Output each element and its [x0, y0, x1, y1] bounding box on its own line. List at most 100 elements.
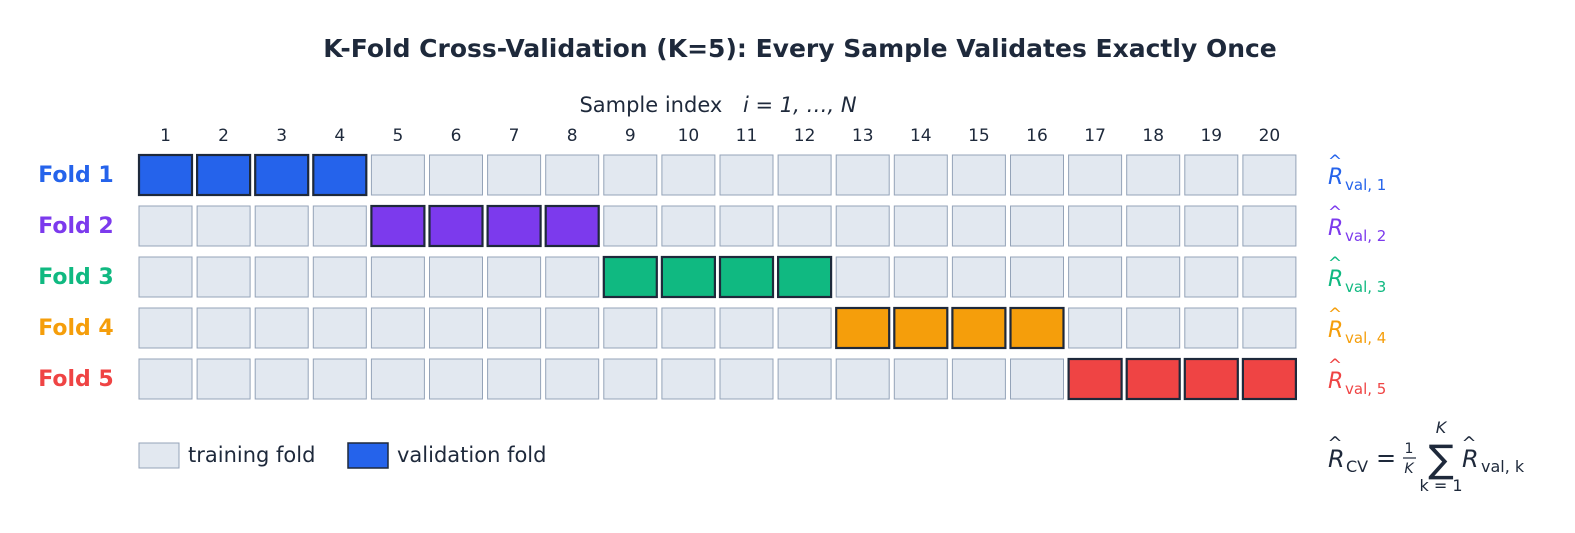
training-cell-5-3 [254, 358, 309, 400]
fold-risk-hat-5: ^ [1328, 356, 1342, 376]
training-cell-1-14 [893, 154, 948, 196]
training-cell-3-19 [1184, 256, 1239, 298]
formula-frac-num: 1 [1405, 441, 1414, 457]
fold-risk-1: R^val, 1 [1328, 152, 1386, 194]
validation-cell-2-6 [428, 204, 484, 248]
sample-index-3: 3 [276, 126, 287, 146]
training-cell-2-19 [1184, 205, 1239, 247]
fold-label-3: Fold 3 [38, 265, 114, 290]
training-cell-1-9 [603, 154, 658, 196]
validation-cell-5-17 [1067, 357, 1123, 401]
axis-label: Sample index i = 1, …, N [579, 93, 856, 117]
training-cell-4-7 [487, 307, 542, 349]
fold-risk-hat-3: ^ [1328, 254, 1342, 274]
validation-cell-4-14 [893, 306, 949, 350]
formula-term-hat: ^ [1461, 433, 1476, 454]
training-cell-4-1 [138, 307, 193, 349]
validation-cell-4-13 [835, 306, 891, 350]
training-cell-5-13 [835, 358, 890, 400]
fold-row-4: Fold 4 [38, 306, 1297, 350]
training-cell-1-20 [1242, 154, 1297, 196]
legend-validation-label: validation fold [397, 443, 546, 467]
training-cell-4-11 [719, 307, 774, 349]
fold-risk-5: R^val, 5 [1328, 356, 1386, 398]
sample-index-7: 7 [509, 126, 520, 146]
training-cell-2-18 [1126, 205, 1181, 247]
training-cell-1-19 [1184, 154, 1239, 196]
training-cell-1-18 [1126, 154, 1181, 196]
training-cell-4-18 [1126, 307, 1181, 349]
sample-index-labels: 1 2 3 4 5 6 7 8 9 10 11 12 13 14 15 16 17 18 19 20 [160, 126, 1280, 146]
training-cell-2-15 [951, 205, 1006, 247]
training-cell-1-7 [487, 154, 542, 196]
validation-cell-1-4 [312, 153, 368, 197]
formula-sum-symbol: ∑ [1428, 437, 1454, 481]
training-cell-5-8 [545, 358, 600, 400]
validation-cell-2-5 [370, 204, 426, 248]
training-cell-3-16 [1010, 256, 1064, 298]
formula-equals: = [1376, 444, 1396, 472]
training-cell-1-12 [777, 154, 832, 196]
training-cell-2-9 [603, 205, 658, 247]
training-cell-5-14 [893, 358, 948, 400]
diagram-title: K-Fold Cross-Validation (K=5): Every Sam… [323, 34, 1277, 63]
sample-index-1: 1 [160, 126, 171, 146]
training-cell-5-2 [196, 358, 251, 400]
training-cell-4-9 [603, 307, 658, 349]
fold-label-4: Fold 4 [38, 316, 114, 341]
fold-label-5: Fold 5 [38, 367, 114, 392]
training-cell-1-17 [1068, 154, 1123, 196]
training-cell-5-9 [603, 358, 658, 400]
training-cell-4-17 [1068, 307, 1123, 349]
fold-risk-symbol-4: R [1328, 318, 1343, 343]
fold-row-1: Fold 1 [38, 153, 1297, 197]
training-cell-4-6 [429, 307, 483, 349]
training-cell-5-6 [429, 358, 483, 400]
validation-cell-3-12 [776, 255, 833, 299]
validation-cell-5-18 [1125, 357, 1181, 401]
training-cell-3-3 [254, 256, 309, 298]
training-cell-2-2 [196, 205, 251, 247]
validation-cell-5-20 [1241, 357, 1298, 401]
sample-index-19: 19 [1200, 126, 1222, 146]
formula-lhs-sub: CV [1346, 457, 1368, 476]
legend-training-label: training fold [188, 443, 315, 467]
training-cell-3-13 [835, 256, 890, 298]
training-cell-3-4 [312, 256, 367, 298]
training-cell-3-7 [487, 256, 542, 298]
sample-index-12: 12 [794, 126, 816, 146]
training-cell-5-12 [777, 358, 832, 400]
training-cell-5-1 [138, 358, 193, 400]
validation-cell-3-9 [602, 255, 658, 299]
training-cell-4-3 [254, 307, 309, 349]
training-cell-3-14 [893, 256, 948, 298]
sample-index-16: 16 [1026, 126, 1048, 146]
training-cell-4-2 [196, 307, 251, 349]
fold-label-1: Fold 1 [38, 163, 114, 188]
training-cell-2-11 [719, 205, 774, 247]
axis-label-text: Sample index [579, 93, 722, 117]
validation-cell-1-1 [137, 153, 194, 197]
validation-cell-3-10 [660, 255, 717, 299]
sample-index-2: 2 [218, 126, 229, 146]
sample-index-17: 17 [1084, 126, 1106, 146]
fold-label-2: Fold 2 [38, 214, 114, 239]
legend-validation-swatch [347, 442, 389, 469]
training-cell-4-12 [777, 307, 832, 349]
fold-rows: Fold 1 Fold 2 Fold 3 Fold 4 Fold 5 [38, 153, 1298, 401]
training-cell-3-6 [429, 256, 483, 298]
fold-risk-symbol-3: R [1328, 267, 1343, 292]
legend: training fold validation fold [138, 442, 546, 469]
formula-term-sub: val, k [1481, 457, 1525, 476]
cv-formula: R ^ CV = 1 K K ∑ k = 1 R ^ val, k [1327, 418, 1524, 495]
training-cell-3-8 [545, 256, 600, 298]
formula-term-symbol: R [1462, 445, 1479, 473]
sample-index-15: 15 [968, 126, 990, 146]
training-cell-1-6 [429, 154, 483, 196]
training-cell-1-8 [545, 154, 600, 196]
training-cell-2-10 [661, 205, 716, 247]
validation-cell-1-2 [196, 153, 252, 197]
validation-cell-4-15 [951, 306, 1007, 350]
sample-index-13: 13 [852, 126, 874, 146]
training-cell-3-20 [1242, 256, 1297, 298]
